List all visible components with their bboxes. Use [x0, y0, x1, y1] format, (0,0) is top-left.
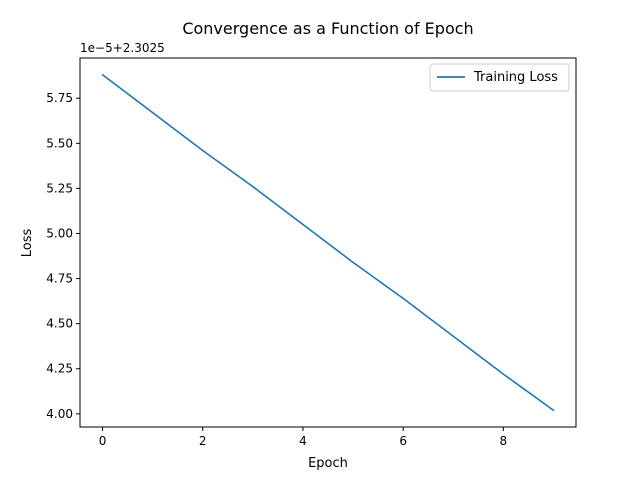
- x-tick-label-4: 8: [500, 434, 508, 448]
- y-tick-label-5: 5.25: [46, 181, 73, 195]
- y-axis-offset-label: 1e−5+2.3025: [80, 41, 165, 55]
- plot-frame: [79, 57, 577, 428]
- series-line-training-loss: [102, 74, 554, 411]
- y-tick-label-0: 4.00: [46, 407, 73, 421]
- x-axis-label: Epoch: [308, 456, 348, 471]
- x-tick-label-1: 2: [199, 434, 207, 448]
- legend-label-training-loss: Training Loss: [473, 70, 558, 85]
- y-tick-label-1: 4.25: [46, 362, 73, 376]
- x-tick-label-2: 4: [299, 434, 307, 448]
- y-tick-label-6: 5.50: [46, 136, 73, 150]
- legend: Training Loss: [429, 63, 570, 92]
- y-tick-label-2: 4.50: [46, 317, 73, 331]
- data-point-0-7: [452, 335, 455, 338]
- plot-area: 0 2 4 6 8 4.00 4.25 4.50 4.75 5.00 5.25 5.50 5.75: [46, 73, 555, 448]
- chart-title: Convergence as a Function of Epoch: [182, 19, 473, 38]
- data-point-0-6: [402, 297, 404, 300]
- legend-box: [429, 63, 570, 92]
- data-point-0-2: [201, 149, 204, 152]
- data-point-0-5: [352, 261, 354, 264]
- y-axis-label: Loss: [20, 229, 35, 258]
- data-point-0-0: [101, 73, 104, 76]
- x-tick-label-3: 6: [399, 434, 407, 448]
- y-tick-label-3: 4.75: [46, 272, 73, 286]
- y-tick-label-7: 5.75: [46, 91, 73, 105]
- data-point-0-9: [552, 409, 555, 412]
- data-point-0-4: [302, 223, 304, 226]
- data-point-0-3: [252, 185, 254, 188]
- data-point-0-1: [151, 111, 154, 114]
- y-tick-label-4: 5.00: [46, 226, 73, 240]
- data-point-0-8: [502, 373, 505, 375]
- x-tick-label-0: 0: [99, 434, 107, 448]
